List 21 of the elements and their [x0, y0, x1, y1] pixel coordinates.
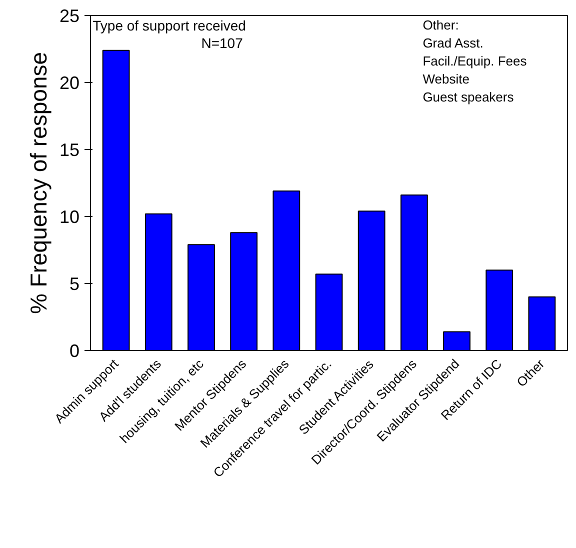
bar	[144, 213, 172, 350]
bar	[272, 190, 300, 350]
bar	[315, 274, 343, 350]
annotation: N=107	[201, 34, 244, 51]
y-axis-title: % Frequency of response	[25, 52, 52, 314]
y-tick-label: 10	[59, 207, 80, 227]
y-tick-label: 0	[69, 341, 80, 361]
annotation: Other: Grad Asst. Facil./Equip. Fees Website Guest speakers	[422, 18, 528, 104]
y-tick-label: 15	[59, 140, 80, 160]
annotation: Type of support received	[92, 18, 246, 34]
y-tick-label: 25	[59, 6, 80, 26]
y-tick-label: 5	[69, 274, 80, 294]
bar	[400, 194, 428, 350]
bar	[188, 244, 215, 350]
bar	[102, 50, 130, 350]
bar	[230, 232, 258, 350]
bar	[358, 210, 386, 350]
bar	[443, 331, 470, 350]
bar	[486, 270, 514, 350]
bar	[528, 296, 556, 350]
y-tick-label: 20	[59, 73, 80, 93]
